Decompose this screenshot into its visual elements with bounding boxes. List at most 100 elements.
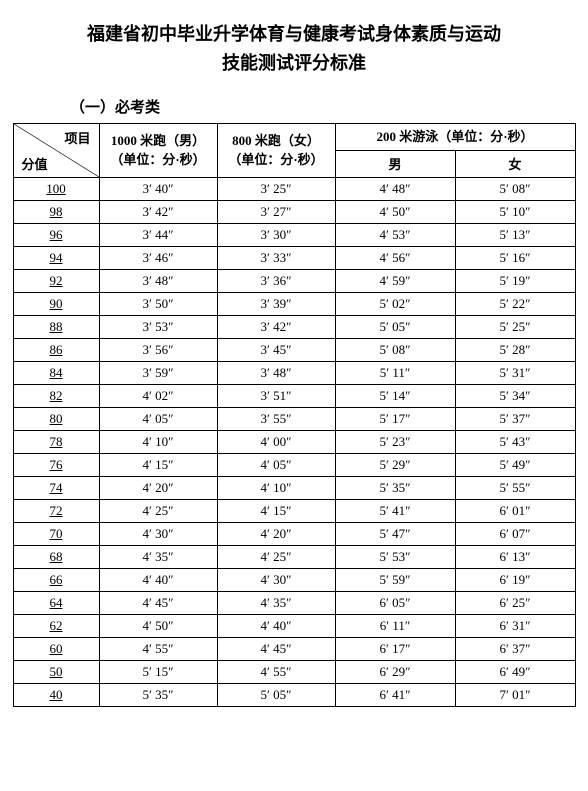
value-cell: 3′ 59″ xyxy=(99,361,217,384)
value-cell: 6′ 49″ xyxy=(455,660,575,683)
title-line-2: 技能测试评分标准 xyxy=(222,53,366,73)
value-cell: 4′ 40″ xyxy=(217,614,335,637)
score-cell: 88 xyxy=(13,315,99,338)
value-cell: 5′ 31″ xyxy=(455,361,575,384)
table-row: 764′ 15″4′ 05″5′ 29″5′ 49″ xyxy=(13,453,575,476)
score-cell: 60 xyxy=(13,637,99,660)
col-header-swim-group: 200 米游泳（单位：分·秒） xyxy=(335,123,575,150)
value-cell: 5′ 23″ xyxy=(335,430,455,453)
col-header-800m: 800 米跑（女） （单位：分·秒） xyxy=(217,123,335,177)
value-cell: 4′ 35″ xyxy=(99,545,217,568)
score-cell: 80 xyxy=(13,407,99,430)
score-cell: 78 xyxy=(13,430,99,453)
value-cell: 3′ 27″ xyxy=(217,200,335,223)
table-row: 644′ 45″4′ 35″6′ 05″6′ 25″ xyxy=(13,591,575,614)
section-heading: （一）必考类 xyxy=(70,96,578,117)
table-row: 784′ 10″4′ 00″5′ 23″5′ 43″ xyxy=(13,430,575,453)
table-row: 863′ 56″3′ 45″5′ 08″5′ 28″ xyxy=(13,338,575,361)
value-cell: 6′ 05″ xyxy=(335,591,455,614)
value-cell: 3′ 30″ xyxy=(217,223,335,246)
value-cell: 4′ 25″ xyxy=(99,499,217,522)
value-cell: 5′ 35″ xyxy=(335,476,455,499)
score-cell: 74 xyxy=(13,476,99,499)
value-cell: 5′ 08″ xyxy=(455,177,575,200)
value-cell: 4′ 59″ xyxy=(335,269,455,292)
value-cell: 4′ 45″ xyxy=(217,637,335,660)
value-cell: 3′ 25″ xyxy=(217,177,335,200)
value-cell: 7′ 01″ xyxy=(455,683,575,706)
value-cell: 4′ 05″ xyxy=(99,407,217,430)
value-cell: 5′ 19″ xyxy=(455,269,575,292)
value-cell: 6′ 31″ xyxy=(455,614,575,637)
score-cell: 40 xyxy=(13,683,99,706)
value-cell: 4′ 05″ xyxy=(217,453,335,476)
value-cell: 4′ 55″ xyxy=(99,637,217,660)
col-header-swim-male: 男 xyxy=(335,150,455,177)
value-cell: 5′ 34″ xyxy=(455,384,575,407)
value-cell: 6′ 01″ xyxy=(455,499,575,522)
value-cell: 3′ 39″ xyxy=(217,292,335,315)
title-line-1: 福建省初中毕业升学体育与健康考试身体素质与运动 xyxy=(87,24,501,44)
value-cell: 5′ 37″ xyxy=(455,407,575,430)
value-cell: 5′ 10″ xyxy=(455,200,575,223)
value-cell: 5′ 02″ xyxy=(335,292,455,315)
value-cell: 4′ 50″ xyxy=(99,614,217,637)
table-row: 604′ 55″4′ 45″6′ 17″6′ 37″ xyxy=(13,637,575,660)
scoring-table: 项目 分值 1000 米跑（男） （单位：分·秒） 800 米跑（女） （单位：… xyxy=(13,123,576,707)
value-cell: 5′ 16″ xyxy=(455,246,575,269)
score-cell: 62 xyxy=(13,614,99,637)
value-cell: 5′ 43″ xyxy=(455,430,575,453)
score-cell: 72 xyxy=(13,499,99,522)
value-cell: 3′ 36″ xyxy=(217,269,335,292)
value-cell: 6′ 07″ xyxy=(455,522,575,545)
score-cell: 94 xyxy=(13,246,99,269)
value-cell: 4′ 20″ xyxy=(217,522,335,545)
value-cell: 5′ 08″ xyxy=(335,338,455,361)
score-cell: 70 xyxy=(13,522,99,545)
value-cell: 5′ 49″ xyxy=(455,453,575,476)
value-cell: 3′ 45″ xyxy=(217,338,335,361)
value-cell: 4′ 10″ xyxy=(217,476,335,499)
value-cell: 5′ 14″ xyxy=(335,384,455,407)
table-body: 1003′ 40″3′ 25″4′ 48″5′ 08″983′ 42″3′ 27… xyxy=(13,177,575,706)
value-cell: 3′ 53″ xyxy=(99,315,217,338)
value-cell: 5′ 41″ xyxy=(335,499,455,522)
value-cell: 3′ 42″ xyxy=(99,200,217,223)
score-cell: 96 xyxy=(13,223,99,246)
value-cell: 4′ 56″ xyxy=(335,246,455,269)
score-cell: 64 xyxy=(13,591,99,614)
score-cell: 82 xyxy=(13,384,99,407)
score-cell: 76 xyxy=(13,453,99,476)
value-cell: 3′ 55″ xyxy=(217,407,335,430)
value-cell: 5′ 29″ xyxy=(335,453,455,476)
value-cell: 3′ 46″ xyxy=(99,246,217,269)
value-cell: 3′ 44″ xyxy=(99,223,217,246)
table-row: 624′ 50″4′ 40″6′ 11″6′ 31″ xyxy=(13,614,575,637)
value-cell: 6′ 25″ xyxy=(455,591,575,614)
value-cell: 3′ 40″ xyxy=(99,177,217,200)
score-cell: 92 xyxy=(13,269,99,292)
table-row: 505′ 15″4′ 55″6′ 29″6′ 49″ xyxy=(13,660,575,683)
value-cell: 6′ 17″ xyxy=(335,637,455,660)
table-row: 983′ 42″3′ 27″4′ 50″5′ 10″ xyxy=(13,200,575,223)
value-cell: 4′ 55″ xyxy=(217,660,335,683)
value-cell: 4′ 00″ xyxy=(217,430,335,453)
score-cell: 66 xyxy=(13,568,99,591)
value-cell: 3′ 48″ xyxy=(99,269,217,292)
value-cell: 6′ 11″ xyxy=(335,614,455,637)
table-row: 824′ 02″3′ 51″5′ 14″5′ 34″ xyxy=(13,384,575,407)
value-cell: 4′ 10″ xyxy=(99,430,217,453)
table-row: 664′ 40″4′ 30″5′ 59″6′ 19″ xyxy=(13,568,575,591)
table-row: 744′ 20″4′ 10″5′ 35″5′ 55″ xyxy=(13,476,575,499)
value-cell: 5′ 05″ xyxy=(335,315,455,338)
value-cell: 4′ 02″ xyxy=(99,384,217,407)
value-cell: 6′ 13″ xyxy=(455,545,575,568)
value-cell: 6′ 19″ xyxy=(455,568,575,591)
table-row: 704′ 30″4′ 20″5′ 47″6′ 07″ xyxy=(13,522,575,545)
table-row: 804′ 05″3′ 55″5′ 17″5′ 37″ xyxy=(13,407,575,430)
value-cell: 6′ 41″ xyxy=(335,683,455,706)
value-cell: 3′ 50″ xyxy=(99,292,217,315)
table-row: 684′ 35″4′ 25″5′ 53″6′ 13″ xyxy=(13,545,575,568)
value-cell: 5′ 15″ xyxy=(99,660,217,683)
value-cell: 5′ 35″ xyxy=(99,683,217,706)
